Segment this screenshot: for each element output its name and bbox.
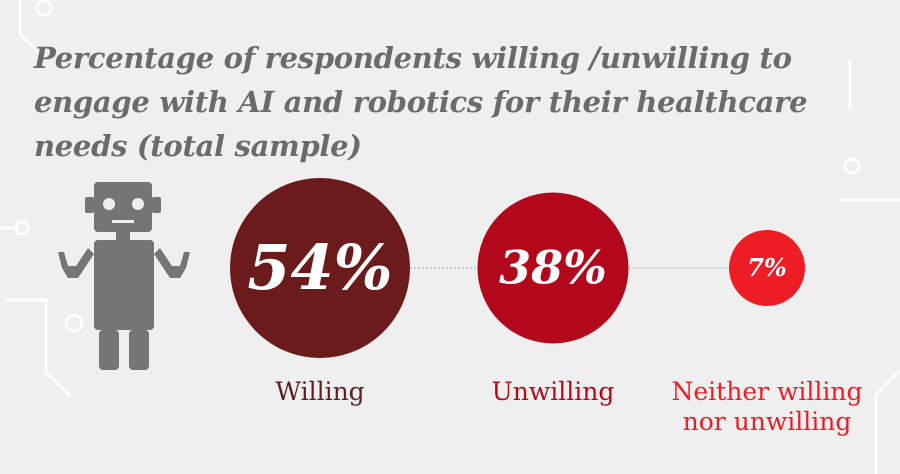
bubble-willing bbox=[230, 178, 410, 358]
chart-title: Percentage of respondents willing /unwil… bbox=[34, 41, 808, 163]
category-label: Unwilling bbox=[492, 377, 615, 406]
bubble-unwilling bbox=[477, 192, 629, 344]
value-label: 54% bbox=[247, 231, 392, 304]
value-label: 38% bbox=[499, 241, 607, 295]
value-label: 7% bbox=[747, 253, 787, 282]
robot-icon bbox=[58, 182, 190, 370]
category-label: Willing bbox=[275, 377, 364, 406]
category-label: nor unwilling bbox=[683, 407, 852, 436]
category-label: Neither willing bbox=[672, 377, 863, 406]
bubble-neither-willing-nor-unwilling bbox=[729, 230, 805, 306]
